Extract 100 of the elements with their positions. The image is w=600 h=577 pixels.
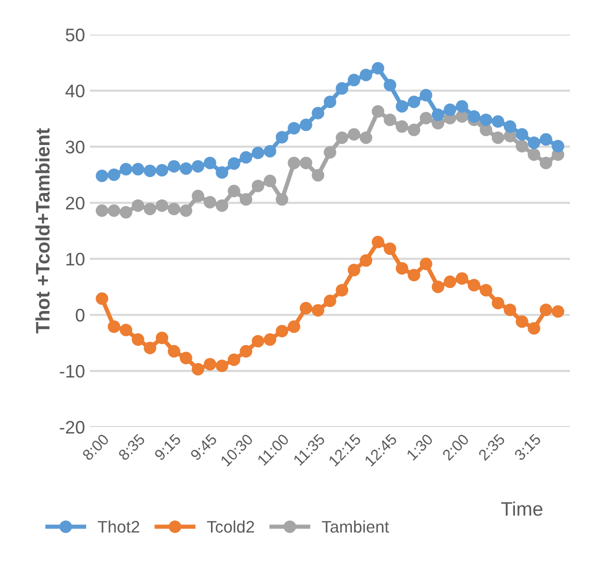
point xyxy=(528,148,540,161)
point xyxy=(204,156,216,170)
point xyxy=(312,106,324,120)
point xyxy=(372,236,384,248)
point xyxy=(240,345,252,358)
point xyxy=(468,278,480,292)
point xyxy=(228,157,240,170)
point xyxy=(348,74,360,86)
point xyxy=(156,164,168,177)
point xyxy=(204,358,216,370)
point xyxy=(96,292,108,305)
point xyxy=(348,264,360,276)
point xyxy=(348,128,360,141)
point xyxy=(156,332,168,344)
point xyxy=(180,352,192,364)
point xyxy=(252,180,264,192)
point xyxy=(540,133,552,146)
point xyxy=(384,78,396,92)
point xyxy=(276,193,288,206)
point xyxy=(324,146,336,159)
point xyxy=(216,166,228,179)
point xyxy=(516,128,528,141)
point xyxy=(432,108,444,122)
y-tick-label: 10 xyxy=(66,252,84,266)
point xyxy=(384,242,396,255)
point xyxy=(456,272,468,285)
point xyxy=(120,324,132,336)
point xyxy=(372,62,384,74)
point xyxy=(300,118,312,132)
point xyxy=(432,280,444,294)
point xyxy=(456,100,468,113)
point xyxy=(132,162,144,176)
point xyxy=(396,120,408,133)
point xyxy=(192,190,204,202)
point xyxy=(420,112,432,124)
point xyxy=(384,114,396,126)
point xyxy=(420,258,432,270)
point xyxy=(252,334,264,348)
y-tick-label: 0 xyxy=(76,308,84,322)
point xyxy=(240,193,252,206)
point xyxy=(288,156,300,170)
point xyxy=(408,96,420,108)
point xyxy=(456,110,468,123)
legend-label: Tcold2 xyxy=(207,520,254,533)
x-tick-label: 8:00 xyxy=(82,433,110,462)
point xyxy=(528,322,540,335)
point xyxy=(324,96,336,108)
point xyxy=(96,170,108,182)
y-tick-label: 20 xyxy=(66,196,84,210)
point xyxy=(264,333,276,346)
point xyxy=(360,68,372,82)
point xyxy=(336,132,348,144)
point xyxy=(192,362,204,376)
point xyxy=(552,140,564,152)
point xyxy=(492,296,504,310)
y-tick-label: -20 xyxy=(60,420,84,434)
point xyxy=(216,199,228,212)
point xyxy=(204,196,216,208)
point xyxy=(144,342,156,354)
point xyxy=(300,302,312,314)
point xyxy=(180,162,192,175)
point xyxy=(504,304,516,316)
point xyxy=(288,320,300,333)
legend-label: Tambient xyxy=(322,520,390,533)
point xyxy=(252,146,264,160)
point xyxy=(108,320,120,333)
point xyxy=(360,254,372,267)
point xyxy=(516,140,528,152)
point xyxy=(372,105,384,118)
point xyxy=(480,124,492,136)
point xyxy=(444,103,456,116)
y-axis-title: Thot +Tcold+Tambient xyxy=(35,128,50,334)
point xyxy=(444,276,456,288)
point xyxy=(168,160,180,173)
point xyxy=(492,115,504,128)
point xyxy=(132,199,144,212)
point xyxy=(192,160,204,173)
point xyxy=(168,202,180,216)
point xyxy=(492,132,504,144)
point xyxy=(408,124,420,136)
point xyxy=(276,130,288,144)
point xyxy=(480,284,492,296)
point xyxy=(144,164,156,178)
point xyxy=(396,262,408,275)
point xyxy=(312,169,324,182)
point xyxy=(408,268,420,282)
legend-label: Thot2 xyxy=(98,520,140,533)
point xyxy=(396,100,408,113)
x-axis-title: Time xyxy=(501,502,542,516)
point xyxy=(96,204,108,217)
point xyxy=(504,120,516,133)
point xyxy=(324,294,336,308)
point xyxy=(420,88,432,102)
point xyxy=(120,162,132,176)
point xyxy=(528,136,540,150)
point xyxy=(300,156,312,170)
y-tick-label: 40 xyxy=(65,84,84,98)
point xyxy=(108,204,120,217)
point xyxy=(288,122,300,134)
point xyxy=(516,315,528,328)
